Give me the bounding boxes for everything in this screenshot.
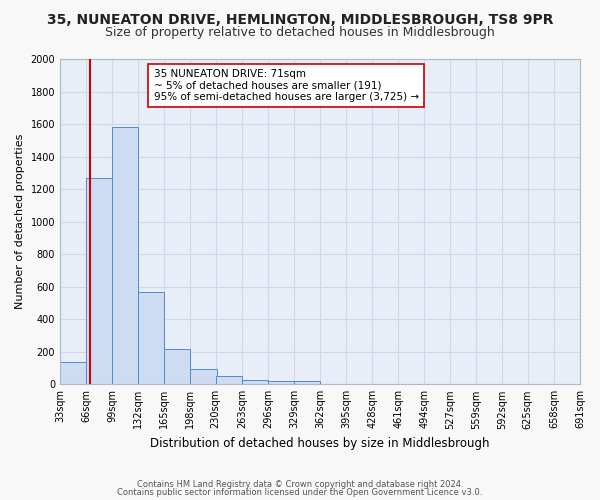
Bar — [190, 369, 217, 384]
X-axis label: Distribution of detached houses by size in Middlesbrough: Distribution of detached houses by size … — [150, 437, 490, 450]
Bar — [242, 380, 268, 384]
Bar — [60, 362, 86, 384]
Bar — [86, 178, 112, 384]
Bar — [112, 128, 138, 384]
Bar — [294, 381, 320, 384]
Text: 35, NUNEATON DRIVE, HEMLINGTON, MIDDLESBROUGH, TS8 9PR: 35, NUNEATON DRIVE, HEMLINGTON, MIDDLESB… — [47, 12, 553, 26]
Bar — [164, 350, 190, 384]
Text: 35 NUNEATON DRIVE: 71sqm
~ 5% of detached houses are smaller (191)
95% of semi-d: 35 NUNEATON DRIVE: 71sqm ~ 5% of detache… — [154, 69, 419, 102]
Bar — [216, 376, 242, 384]
Text: Contains HM Land Registry data © Crown copyright and database right 2024.: Contains HM Land Registry data © Crown c… — [137, 480, 463, 489]
Bar — [268, 381, 294, 384]
Bar — [138, 292, 164, 384]
Y-axis label: Number of detached properties: Number of detached properties — [15, 134, 25, 310]
Text: Size of property relative to detached houses in Middlesbrough: Size of property relative to detached ho… — [105, 26, 495, 39]
Text: Contains public sector information licensed under the Open Government Licence v3: Contains public sector information licen… — [118, 488, 482, 497]
